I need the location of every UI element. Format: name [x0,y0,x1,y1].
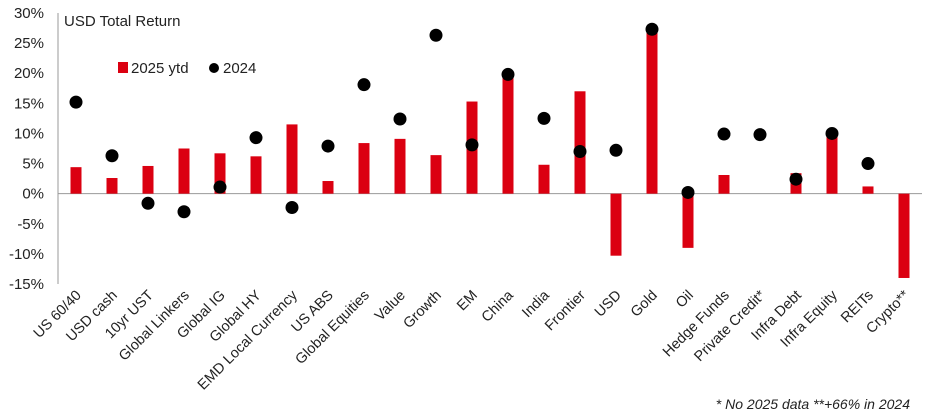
bar-2025-ytd [142,165,154,194]
plot-area [58,22,922,278]
y-tick-label: -10% [9,246,44,263]
dot-2024 [861,157,875,171]
legend-swatch-2024 [209,63,219,73]
dot-2024 [177,205,191,219]
y-tick-label: 20% [14,65,44,82]
bar-2025-ytd [826,133,838,194]
y-tick-label: -5% [17,216,44,233]
legend-label-2024: 2024 [223,60,256,77]
y-axis: 30% 25% 20% 15% 10% 5% 0% -5% -10% -15% [9,5,59,293]
y-tick-label: 10% [14,125,44,142]
bar-2025-ytd [538,164,550,194]
dot-2024 [681,185,695,199]
bar-2025-ytd [394,138,406,194]
legend-swatch-2025-ytd [118,62,128,73]
dot-2024 [501,67,515,81]
bar-2025-ytd [106,178,118,194]
dot-2024 [357,78,371,92]
bar-2025-ytd [646,28,658,194]
dot-2024 [429,28,443,42]
bar-2025-ytd [250,156,262,194]
x-tick-label: Gold [628,288,661,321]
bar-2025-ytd [178,148,190,194]
legend: 2025 ytd 2024 [118,60,256,77]
x-tick-label: Growth [400,288,444,332]
dot-2024 [789,172,803,186]
dot-2024 [717,127,731,141]
bar-2025-ytd [286,124,298,194]
y-tick-label: 25% [14,35,44,52]
bar-2025-ytd [502,73,514,194]
bar-2025-ytd [718,174,730,194]
x-tick-label: USD [592,288,625,321]
bar-2025-ytd [862,186,874,194]
y-tick-label: -15% [9,276,44,293]
bar-2025-ytd [358,143,370,194]
dot-2024 [249,131,263,145]
bar-2025-ytd [574,91,586,194]
dot-2024 [393,112,407,126]
legend-label-2025-ytd: 2025 ytd [131,60,189,77]
chart-title: USD Total Return [64,13,180,30]
bar-2025-ytd [430,155,442,194]
y-tick-label: 0% [22,186,44,203]
y-tick-label: 30% [14,5,44,22]
x-tick-label: Oil [673,288,697,312]
dot-2024 [213,180,227,194]
bar-2025-ytd [214,153,226,194]
dot-2024 [465,138,479,152]
dot-2024 [141,196,155,210]
x-tick-label: EM [454,288,481,315]
x-tick-label: China [479,287,518,326]
bar-2025-ytd [682,193,694,248]
dot-2024 [69,95,83,109]
dot-2024 [645,22,659,36]
dot-2024 [753,128,767,142]
bar-2025-ytd [70,167,82,194]
dot-2024 [573,145,587,159]
bar-2025-ytd [898,193,910,278]
dot-2024 [825,126,839,140]
dot-2024 [609,143,623,157]
bar-2025-ytd [610,193,622,256]
dot-2024 [105,149,119,163]
bar-2025-ytd [322,181,334,194]
dot-2024 [321,139,335,153]
x-tick-label: Frontier [542,287,589,334]
y-tick-label: 15% [14,95,44,112]
y-tick-label: 5% [22,156,44,173]
footnote: * No 2025 data **+66% in 2024 [715,396,910,412]
dot-2024 [285,201,299,215]
dot-2024 [537,111,551,125]
